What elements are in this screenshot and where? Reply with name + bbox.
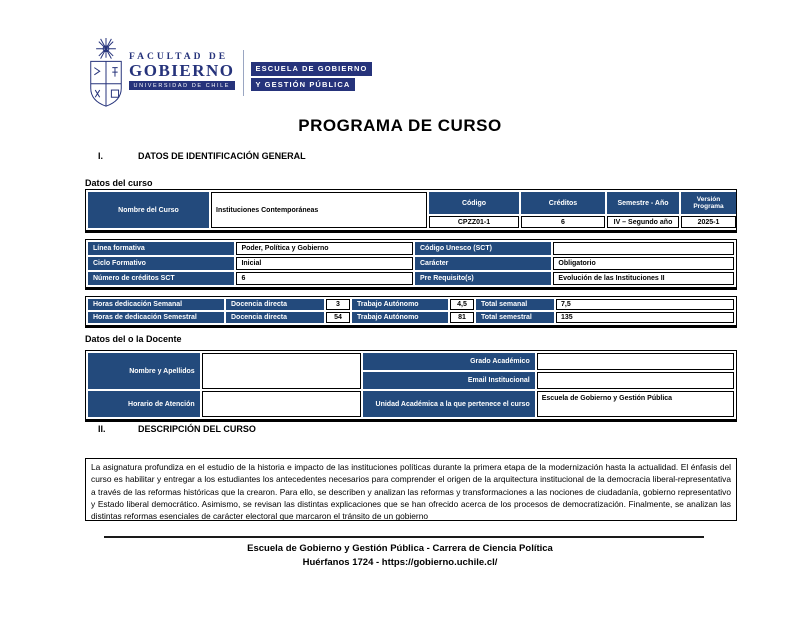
total-semestral-value: 135 [556, 312, 734, 323]
course-description-text: La asignatura profundiza en el estudio d… [91, 462, 731, 521]
trabajo-autonomo-semanal-value: 4,5 [450, 299, 474, 310]
university-banner: UNIVERSIDAD DE CHILE [129, 81, 235, 90]
logo-divider [242, 50, 244, 96]
ciclo-formativo-label: Ciclo Formativo [88, 257, 235, 270]
horario-atencion-value [201, 391, 361, 417]
linea-formativa-value: Poder, Política y Gobierno [236, 242, 413, 255]
grado-academico-value [536, 353, 734, 370]
header-logo: FACULTAD DE GOBIERNO UNIVERSIDAD DE CHIL… [88, 36, 373, 108]
email-institucional-label: Email Institucional [362, 372, 535, 389]
horas-semestral-label: Horas de dedicación Semestral [88, 312, 224, 323]
footer-divider [104, 536, 704, 538]
docencia-directa-semestral-value: 54 [326, 312, 350, 323]
creditos-sct-value: 6 [236, 272, 413, 285]
docente-heading: Datos del o la Docente [85, 334, 182, 344]
section-2-label: DESCRIPCIÓN DEL CURSO [138, 424, 256, 434]
school-badge-line1: ESCUELA DE GOBIERNO [250, 62, 373, 76]
prerequisitos-value: Evolución de las Instituciones II [553, 272, 734, 285]
total-semestral-label: Total semestral [476, 312, 554, 323]
school-badge-line2: Y GESTIÓN PÚBLICA [250, 77, 356, 91]
codigo-header: Código [429, 192, 519, 214]
section-2-heading: II. DESCRIPCIÓN DEL CURSO [98, 424, 256, 434]
creditos-sct-label: Número de créditos SCT [88, 272, 235, 285]
horario-atencion-label: Horario de Atención [88, 391, 200, 417]
caracter-value: Obligatorio [553, 257, 734, 270]
unidad-academica-value: Escuela de Gobierno y Gestión Pública [536, 391, 734, 417]
email-institucional-value [536, 372, 734, 389]
total-semanal-value: 7,5 [556, 299, 734, 310]
semestre-header: Semestre - Año [607, 192, 679, 214]
course-description-box: La asignatura profundiza en el estudio d… [85, 458, 737, 521]
university-crest-icon [90, 38, 122, 107]
section-2-number: II. [98, 424, 106, 434]
version-header: Versión Programa [681, 192, 736, 214]
nombre-apellidos-label: Nombre y Apellidos [88, 353, 200, 389]
codigo-value: CPZZ01-1 [429, 216, 519, 228]
faculty-name-line2: GOBIERNO [129, 61, 235, 80]
docencia-directa-semestral-label: Docencia directa [226, 312, 324, 323]
course-name-label: Nombre del Curso [88, 192, 209, 228]
creditos-value: 6 [521, 216, 605, 228]
horas-semanal-label: Horas dedicación Semanal [88, 299, 224, 310]
footer-line2: Huérfanos 1724 - https://gobierno.uchile… [302, 557, 498, 568]
linea-formativa-label: Línea formativa [88, 242, 235, 255]
section-1-heading: I. DATOS DE IDENTIFICACIÓN GENERAL [98, 151, 306, 161]
total-semanal-label: Total semanal [476, 299, 554, 310]
creditos-header: Créditos [521, 192, 605, 214]
footer-line1: Escuela de Gobierno y Gestión Pública - … [247, 543, 553, 554]
footer: Escuela de Gobierno y Gestión Pública - … [0, 542, 800, 570]
course-id-table: Nombre del Curso Instituciones Contempor… [85, 189, 737, 233]
school-badge: ESCUELA DE GOBIERNO Y GESTIÓN PÚBLICA [250, 62, 373, 93]
trabajo-autonomo-semanal-label: Trabajo Autónomo [352, 299, 448, 310]
unidad-academica-label: Unidad Académica a la que pertenece el c… [362, 391, 535, 417]
faculty-wordmark: FACULTAD DE GOBIERNO UNIVERSIDAD DE CHIL… [129, 52, 235, 90]
datos-curso-heading: Datos del curso [85, 178, 153, 188]
hours-table: Horas dedicación Semanal Docencia direct… [85, 296, 737, 328]
codigo-unesco-value [553, 242, 734, 255]
version-value: 2025-1 [681, 216, 736, 228]
section-1-label: DATOS DE IDENTIFICACIÓN GENERAL [138, 151, 306, 161]
trabajo-autonomo-semestral-label: Trabajo Autónomo [352, 312, 448, 323]
docente-table: Nombre y Apellidos Grado Académico Email… [85, 350, 737, 422]
prerequisitos-label: Pre Requisito(s) [415, 272, 552, 285]
faculty-name-line1: FACULTAD DE [129, 52, 229, 62]
docencia-directa-semanal-value: 3 [326, 299, 350, 310]
section-1-number: I. [98, 151, 104, 161]
course-detail-table: Línea formativa Poder, Política y Gobier… [85, 239, 737, 290]
trabajo-autonomo-semestral-value: 81 [450, 312, 474, 323]
caracter-label: Carácter [415, 257, 552, 270]
course-name-value: Instituciones Contemporáneas [211, 192, 427, 228]
grado-academico-label: Grado Académico [362, 353, 535, 370]
nombre-apellidos-value [201, 353, 361, 389]
codigo-unesco-label: Código Unesco (SCT) [415, 242, 552, 255]
ciclo-formativo-value: Inicial [236, 257, 413, 270]
page-title: PROGRAMA DE CURSO [298, 116, 502, 135]
semestre-value: IV – Segundo año [607, 216, 679, 228]
docencia-directa-semanal-label: Docencia directa [226, 299, 324, 310]
